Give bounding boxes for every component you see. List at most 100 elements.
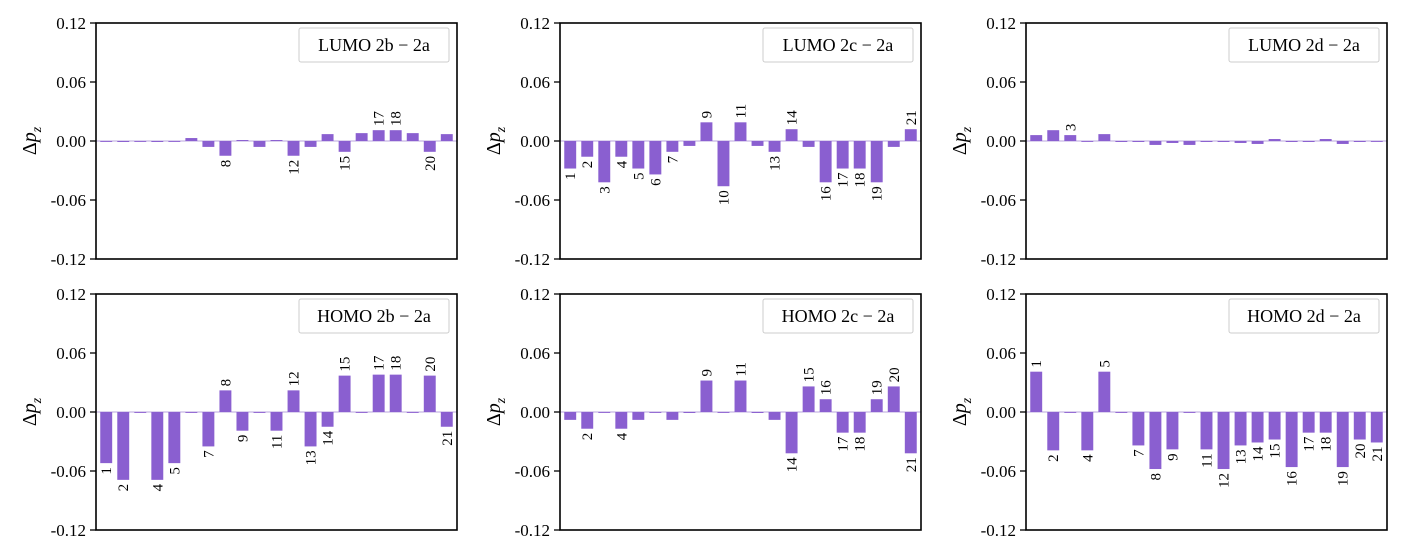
y-tick-label: 0.00 (986, 403, 1016, 422)
bar-label: 16 (1285, 471, 1301, 487)
bar-label: 8 (218, 379, 234, 387)
bar-label: 17 (1302, 436, 1318, 452)
bar-label: 19 (870, 186, 886, 201)
bar-label: 20 (423, 156, 439, 171)
bar-6 (185, 412, 198, 413)
bar-11 (734, 122, 747, 141)
bar-17 (1302, 412, 1315, 433)
y-tick-label: 0.12 (986, 285, 1016, 304)
bar-7 (1132, 412, 1145, 446)
bar-label: 17 (836, 172, 852, 188)
bar-15 (338, 141, 351, 152)
bar-16 (819, 141, 832, 183)
bar-label: 2 (580, 433, 596, 441)
bar-17 (836, 412, 849, 433)
bar-16 (355, 412, 368, 413)
bar-label: 15 (338, 357, 354, 372)
bar-4 (151, 141, 164, 142)
bar-14 (1251, 412, 1264, 443)
bar-21 (440, 412, 453, 427)
bar-label: 17 (372, 111, 388, 127)
bar-12 (287, 141, 300, 156)
bar-16 (819, 399, 832, 412)
y-tick-label: -0.12 (981, 250, 1016, 269)
y-axis-label: Δpz (483, 126, 509, 155)
bar-label: 11 (1200, 453, 1216, 467)
bar-label: 13 (304, 450, 320, 465)
bar-17 (836, 141, 849, 169)
y-tick-label: 0.00 (56, 132, 86, 151)
y-tick-label: 0.00 (520, 132, 550, 151)
bar-label: 9 (1165, 453, 1181, 461)
bar-19 (870, 141, 883, 183)
bar-label: 9 (699, 111, 715, 119)
bar-9 (236, 140, 249, 141)
bar-label: 12 (287, 160, 303, 175)
y-axis-label: Δpz (949, 126, 975, 155)
y-axis-label: Δpz (19, 397, 45, 426)
bar-label: 18 (389, 111, 405, 126)
bar-label: 11 (270, 435, 286, 449)
bar-label: 17 (372, 355, 388, 371)
bar-3 (598, 141, 611, 183)
bar-label: 13 (768, 156, 784, 171)
bar-1 (564, 412, 577, 420)
bar-label: 18 (1319, 437, 1335, 452)
y-tick-label: 0.00 (986, 132, 1016, 151)
title-box (762, 27, 914, 63)
chart-panel-2: 0.12 0.06 0.00 -0.06 -0.12 Δpz 12 3 456 7 9 10 11 13 1… (483, 14, 922, 269)
bar-7 (666, 412, 679, 420)
bar-6 (1115, 141, 1128, 142)
panel-title: LUMO 2d − 2a (1248, 35, 1360, 55)
bar-8 (219, 141, 232, 156)
bar-label: 8 (1148, 473, 1164, 481)
y-tick-label: -0.06 (515, 191, 550, 210)
bar-16 (1285, 412, 1298, 468)
bar-21 (440, 134, 453, 141)
y-tick-label: 0.12 (56, 14, 86, 33)
bar-9 (236, 412, 249, 431)
bar-label: 21 (904, 457, 920, 472)
bar-9 (1166, 412, 1179, 450)
bar-label: 16 (819, 380, 835, 396)
y-tick-label: 0.06 (520, 344, 550, 363)
bar-11 (734, 380, 747, 412)
bar-label: 7 (1131, 449, 1147, 457)
bar-11 (1200, 141, 1213, 142)
bar-15 (1268, 412, 1281, 440)
bar-8 (683, 141, 696, 146)
bar-label: 10 (716, 190, 732, 205)
plot-frame (95, 22, 458, 260)
bar-18 (389, 374, 402, 412)
y-tick-label: 0.06 (986, 344, 1016, 363)
bar-label: 2 (1046, 454, 1062, 462)
y-tick-label: -0.06 (981, 191, 1016, 210)
bar-label: 20 (423, 357, 439, 372)
y-tick-label: 0.06 (986, 73, 1016, 92)
bar-13 (768, 412, 781, 420)
y-tick-label: -0.12 (981, 521, 1016, 540)
bar-label: 12 (287, 371, 303, 386)
bar-label: 11 (734, 104, 750, 118)
bar-6 (185, 138, 198, 141)
bar-20 (1353, 141, 1366, 142)
bar-2 (117, 141, 130, 142)
bar-2 (1047, 412, 1060, 451)
bar-10 (253, 141, 266, 147)
bar-label: 1 (1029, 360, 1045, 368)
bar-11 (270, 140, 283, 141)
bar-label: 14 (321, 430, 337, 446)
bar-label: 1 (99, 467, 115, 475)
bar-label: 4 (614, 160, 630, 168)
bar-label: 7 (665, 155, 681, 163)
bar-label: 20 (887, 367, 903, 382)
bar-13 (1234, 412, 1247, 446)
bar-15 (802, 141, 815, 147)
bar-5 (168, 141, 181, 142)
bar-12 (751, 141, 764, 146)
bar-label: 1 (563, 173, 579, 181)
bar-1 (100, 412, 113, 464)
bar-19 (870, 399, 883, 412)
bar-20 (887, 141, 900, 147)
bar-label: 9 (699, 369, 715, 377)
